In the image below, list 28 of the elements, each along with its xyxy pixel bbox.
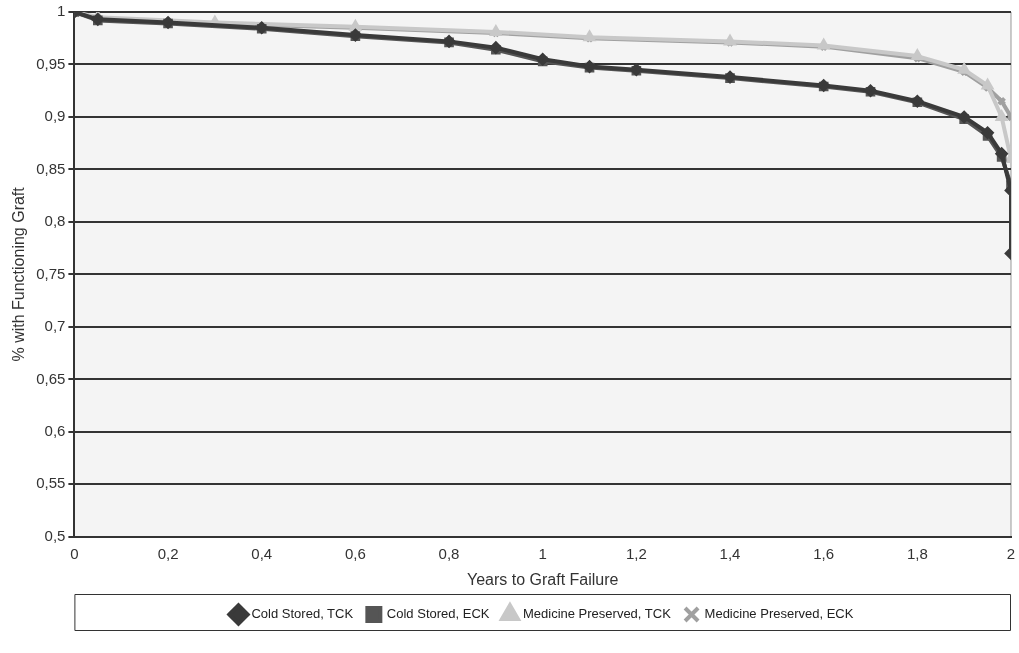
x-tick-label: 0,4 <box>251 544 273 562</box>
legend-label: Cold Stored, ECK <box>386 606 490 622</box>
y-tick-label: 0,65 <box>36 369 66 387</box>
y-tick-label: 0,6 <box>44 421 66 439</box>
y-tick-label: 0,85 <box>36 159 66 177</box>
x-tick-label: 0 <box>70 544 79 562</box>
x-tick-label: 1,8 <box>906 544 928 562</box>
x-tick-label: 0,2 <box>157 544 179 562</box>
y-tick-label: 0,7 <box>44 317 66 335</box>
legend-label: Cold Stored, TCK <box>251 606 354 622</box>
x-tick-label: 1,6 <box>813 544 835 562</box>
x-tick-label: 1 <box>538 544 547 562</box>
legend-label: Medicine Preserved, ECK <box>704 606 854 622</box>
x-tick-label: 2 <box>1006 544 1016 562</box>
y-tick-label: 0,8 <box>44 212 66 230</box>
y-tick-label: 0,75 <box>36 264 66 282</box>
x-axis-title: Years to Graft Failure <box>466 570 619 588</box>
y-tick-label: 0,5 <box>44 526 66 544</box>
y-tick-label: 0,55 <box>36 474 66 492</box>
x-tick-label: 1,4 <box>719 544 741 562</box>
y-tick-label: 1 <box>57 2 66 20</box>
x-tick-label: 0,6 <box>344 544 366 562</box>
x-tick-label: 1,2 <box>625 544 647 562</box>
y-tick-label: 0,95 <box>36 54 66 72</box>
x-tick-label: 0,8 <box>438 544 460 562</box>
legend-label: Medicine Preserved, TCK <box>522 606 672 622</box>
y-tick-label: 0,9 <box>44 107 66 125</box>
y-axis-title: % with Functioning Graft <box>10 186 28 362</box>
